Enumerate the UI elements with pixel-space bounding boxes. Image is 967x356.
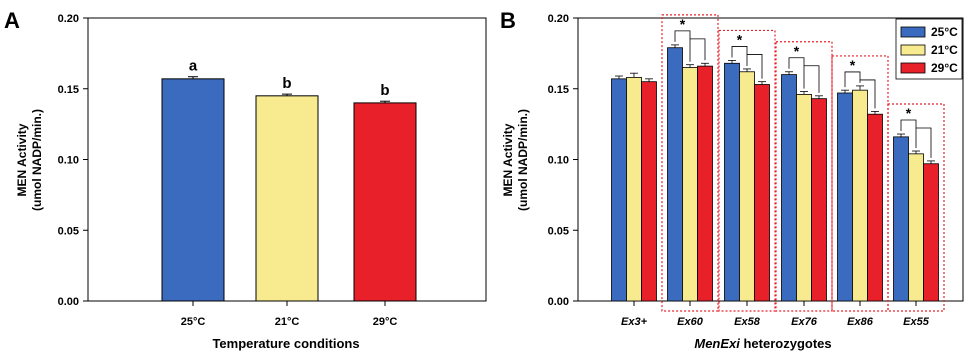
- panel-b-bar: [811, 98, 827, 302]
- panel-b-bar: [908, 153, 924, 302]
- panel-b-ylabel-line2: (umol NADP/min.): [516, 109, 530, 211]
- panel-b-bar: [867, 113, 883, 302]
- panel-b-bar: [781, 74, 797, 302]
- panel-b-group-highlight-box: [831, 55, 889, 312]
- panel-b-bar: [682, 67, 698, 302]
- panel-b-bar: [923, 163, 939, 302]
- panel-b-legend-label: 21°C: [931, 43, 958, 57]
- panel-b-xlabel-rest: heterozygotes: [740, 336, 832, 351]
- panel-b-legend-swatch: [900, 26, 926, 38]
- panel-a-ytick-label: 0.00: [58, 296, 79, 308]
- panel-a: A MEN Activity (umol NADP/min.) Temperat…: [4, 8, 487, 351]
- panel-a-letter: A: [4, 8, 20, 33]
- panel-b-significance-bracket: [690, 38, 706, 61]
- panel-b-group-highlight-box: [718, 29, 776, 312]
- panel-b-xlabel-italic: MenExi: [694, 336, 740, 351]
- panel-b-significance-star: *: [737, 31, 743, 47]
- panel-b-ytick-label: 0.20: [548, 13, 569, 25]
- panel-a-ytick-label: 0.20: [58, 13, 79, 25]
- panel-b-xtick-label: Ex3+: [621, 316, 648, 328]
- panel-b-letter: B: [500, 8, 516, 33]
- panel-b-bar: [724, 62, 740, 302]
- panel-b-ytick-label: 0.00: [548, 296, 569, 308]
- panel-a-significance-letter: b: [282, 75, 291, 92]
- panel-b-significance-star: *: [794, 43, 800, 59]
- panel-a-ylabel-line1: MEN Activity: [15, 123, 29, 196]
- panel-b-bar: [641, 81, 657, 302]
- panel-a-bar: [353, 102, 417, 302]
- panel-b-legend-label: 29°C: [931, 61, 958, 75]
- panel-b-significance-bracket: [860, 79, 876, 109]
- panel-b-plot: 0.00 0.05 0.10 0.15 0.20 Ex3+ Ex60 * Ex58 * Ex76 * E…: [548, 13, 964, 328]
- panel-b-significance-bracket: [747, 54, 763, 79]
- panel-b-y-axis-title: MEN Activity (umol NADP/min.): [501, 109, 530, 211]
- panel-a-ytick-label: 0.10: [58, 155, 79, 167]
- panel-a-significance-letter: a: [189, 58, 198, 75]
- panel-a-ytick-label: 0.15: [58, 84, 79, 96]
- panel-b-xtick-label: Ex86: [847, 316, 874, 328]
- panel-b-significance-bracket: [674, 30, 691, 62]
- panel-b-legend-label: 25°C: [931, 25, 958, 39]
- panel-b-significance-bracket: [804, 65, 820, 93]
- panel-b-legend: 25°C 21°C 29°C: [895, 18, 963, 80]
- panel-b-bar: [893, 136, 909, 302]
- panel-b-significance-bracket: [844, 71, 861, 88]
- panel-a-x-axis-title: Temperature conditions: [212, 336, 359, 351]
- panel-a-y-axis-title: MEN Activity (umol NADP/min.): [15, 109, 44, 211]
- panel-b-bar: [837, 92, 853, 302]
- panel-b-legend-swatch: [900, 44, 926, 56]
- panel-b-ytick-label: 0.15: [548, 84, 569, 96]
- panel-b-significance-star: *: [680, 16, 686, 32]
- panel-a-ytick-label: 0.05: [58, 225, 79, 237]
- panel-b-significance-star: *: [906, 105, 912, 121]
- panel-b-x-axis-title: MenExi heterozygotes: [694, 336, 831, 351]
- panel-b-significance-bracket: [916, 127, 932, 158]
- panel-b-ytick-label: 0.10: [548, 155, 569, 167]
- panel-b-bar: [754, 84, 770, 302]
- panel-a-plot: 0.00 0.05 0.10 0.15 0.20 a 25°C b 21°C b 29°C: [58, 13, 487, 328]
- panel-a-xtick-label: 21°C: [275, 316, 300, 328]
- panel-b-ytick-label: 0.05: [548, 225, 569, 237]
- panel-a-ylabel-line2: (umol NADP/min.): [30, 109, 44, 211]
- panel-b-significance-bracket: [731, 46, 748, 66]
- panel-b-group-highlight-box: [661, 14, 719, 312]
- panel-b-significance-star: *: [850, 57, 856, 73]
- panel-a-significance-letter: b: [380, 82, 389, 99]
- panel-b-ylabel-line1: MEN Activity: [501, 123, 515, 196]
- panel-a-bar: [255, 95, 319, 302]
- panel-b-xtick-label: Ex58: [734, 316, 761, 328]
- panel-b-bar: [626, 77, 642, 302]
- panel-b-bar: [739, 71, 755, 302]
- panel-b-bar: [667, 47, 683, 302]
- panel-b: B MEN Activity (umol NADP/min.) MenExi h…: [500, 8, 964, 351]
- panel-a-xtick-label: 29°C: [373, 316, 398, 328]
- panel-b-legend-swatch: [900, 62, 926, 74]
- panel-b-bar: [697, 65, 713, 302]
- panel-b-xtick-label: Ex55: [903, 316, 930, 328]
- panel-b-bar: [611, 78, 627, 302]
- panel-b-bar: [796, 94, 812, 302]
- panel-b-significance-bracket: [900, 119, 917, 149]
- panel-b-group-highlight-box: [775, 41, 833, 312]
- panel-a-xtick-label: 25°C: [181, 316, 206, 328]
- panel-a-bar: [161, 78, 225, 302]
- panel-b-xtick-label: Ex76: [791, 316, 818, 328]
- panel-b-xtick-label: Ex60: [677, 316, 704, 328]
- panel-b-bar: [852, 89, 868, 302]
- panel-b-significance-bracket: [788, 57, 805, 89]
- panel-b-group-highlight-box: [887, 103, 945, 312]
